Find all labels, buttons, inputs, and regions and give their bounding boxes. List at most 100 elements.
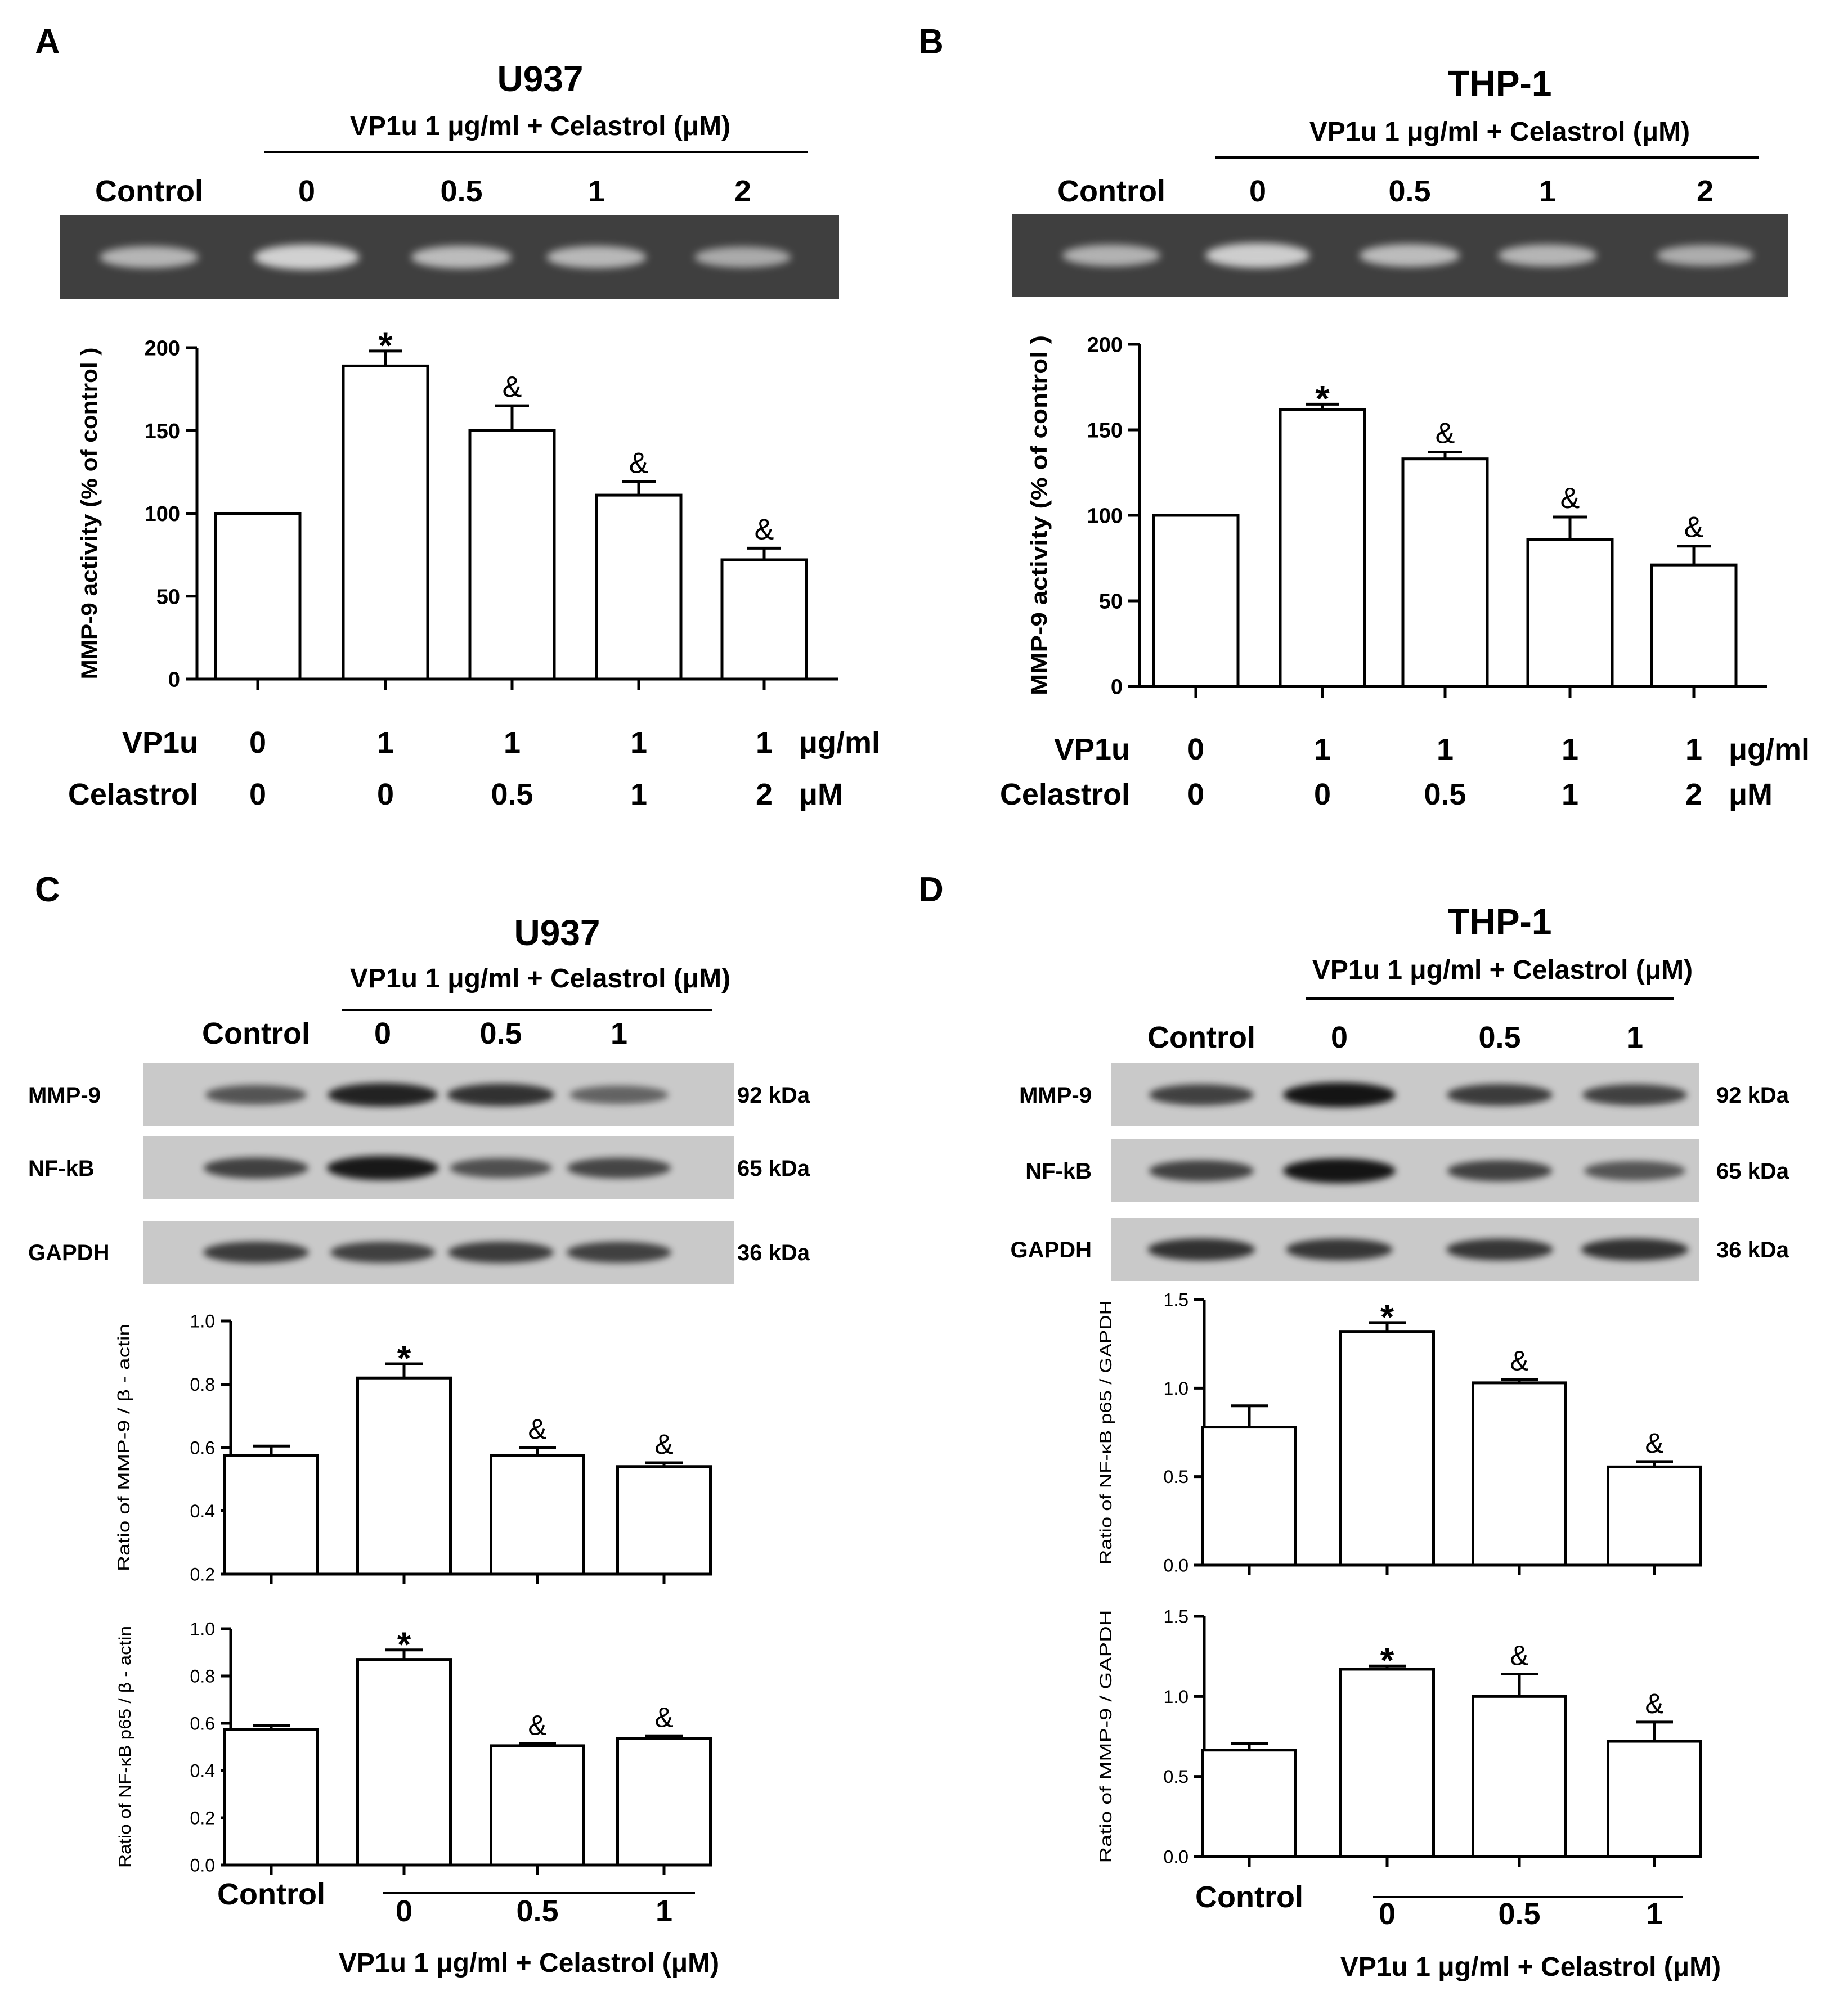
bar	[616, 1737, 712, 1867]
treatment-unit: μM	[799, 778, 843, 811]
treatment-value: 0	[249, 778, 266, 811]
significance-star: *	[397, 1338, 411, 1378]
bar	[356, 1376, 452, 1576]
y-axis-label: Ratio of MMP-9 / β - actin	[115, 1324, 133, 1571]
treatment-value: 1	[1314, 733, 1331, 766]
lane-label: 0	[1331, 1021, 1348, 1054]
lane-label: 1	[1539, 174, 1556, 208]
treatment-value: 1	[630, 778, 647, 811]
y-tick-label: 0.0	[1164, 1556, 1188, 1576]
y-tick-label: 0.2	[190, 1808, 215, 1828]
bar	[342, 364, 429, 681]
y-axis-label: Ratio of NF-κB p65 / GAPDH	[1097, 1300, 1115, 1565]
cell-line-title: U937	[514, 913, 600, 953]
y-axis-label: MMP-9 activity (% of control )	[1027, 335, 1052, 695]
treatment-header: VP1u 1 μg/ml + Celastrol (μM)	[1309, 117, 1690, 147]
significance-ampersand: &	[1510, 1639, 1528, 1671]
significance-ampersand: &	[1645, 1688, 1663, 1719]
lane-label: 1	[1626, 1021, 1643, 1054]
bar	[1201, 1749, 1297, 1858]
blot-size-label: 92 kDa	[1716, 1083, 1789, 1108]
treatment-row-label: Celastrol	[68, 778, 198, 811]
band	[447, 1084, 555, 1106]
treatment-value: 0	[1187, 778, 1204, 811]
cell-line-title: U937	[497, 59, 584, 99]
band	[1656, 245, 1754, 266]
lane-label: 2	[1697, 174, 1714, 208]
x-axis-dose-label: 0.5	[516, 1894, 558, 1928]
lane-label: 0.5	[440, 174, 482, 208]
lane-label: Control	[202, 1017, 310, 1050]
band	[328, 1083, 438, 1107]
treatment-header: VP1u 1 μg/ml + Celastrol (μM)	[350, 111, 730, 141]
band-group	[1149, 1082, 1688, 1107]
blot-protein-label: MMP-9	[28, 1083, 101, 1108]
significance-ampersand: &	[1684, 511, 1704, 544]
band	[330, 1242, 436, 1263]
treatment-unit: μg/ml	[1729, 733, 1810, 766]
y-tick-label: 0.0	[190, 1855, 215, 1876]
band-group	[100, 244, 791, 270]
bar	[490, 1454, 585, 1576]
treatment-row-label: Celastrol	[1000, 778, 1130, 811]
bar	[356, 1658, 452, 1867]
bar	[223, 1454, 319, 1576]
significance-ampersand: &	[503, 371, 522, 403]
band	[411, 245, 512, 269]
band	[1359, 244, 1460, 267]
band	[1446, 1238, 1553, 1261]
lane-label: Control	[1057, 174, 1165, 208]
y-tick-label: 1.5	[1164, 1290, 1188, 1310]
y-tick-label: 0.4	[190, 1501, 215, 1521]
x-axis-dose-label: 0.5	[1498, 1897, 1540, 1931]
band-group	[203, 1156, 671, 1180]
band	[546, 246, 647, 268]
bar	[1607, 1740, 1702, 1858]
band	[1447, 1160, 1553, 1181]
y-tick-label: 0.5	[1164, 1767, 1188, 1787]
band	[203, 1241, 309, 1264]
y-tick-label: 150	[145, 420, 180, 443]
y-tick-label: 200	[145, 337, 180, 361]
band-group	[205, 1083, 669, 1107]
band	[1283, 1082, 1396, 1107]
y-tick-label: 0	[168, 668, 180, 692]
y-tick-label: 0	[1111, 676, 1123, 699]
panel-letter: B	[918, 23, 944, 61]
lane-label: Control	[1147, 1021, 1255, 1054]
x-axis-dose-label: 0	[1379, 1897, 1396, 1931]
y-tick-label: 0.0	[1164, 1847, 1188, 1867]
bar	[1472, 1381, 1567, 1567]
band	[569, 1085, 669, 1104]
treatment-value: 0	[377, 778, 394, 811]
treatment-value: 0	[1187, 733, 1204, 766]
band	[1447, 1084, 1553, 1106]
bar	[1201, 1426, 1297, 1567]
y-tick-label: 1.5	[1164, 1607, 1188, 1627]
treatment-row-label: VP1u	[122, 726, 198, 760]
significance-star: *	[1380, 1297, 1394, 1337]
y-tick-label: 1.0	[190, 1311, 215, 1332]
lane-label: 1	[588, 174, 605, 208]
significance-star: *	[1315, 378, 1330, 419]
y-tick-label: 100	[145, 502, 180, 526]
blot-protein-label: MMP-9	[1019, 1083, 1092, 1108]
x-axis-dose-label: 1	[656, 1894, 672, 1928]
treatment-value: 1	[1562, 778, 1578, 811]
blot-protein-label: NF-kB	[28, 1156, 95, 1181]
y-tick-label: 50	[156, 585, 180, 609]
band	[1286, 1238, 1393, 1261]
bar	[616, 1465, 712, 1576]
lane-label: 0.5	[479, 1017, 522, 1050]
band	[203, 1157, 309, 1179]
y-tick-label: 0.8	[190, 1374, 215, 1395]
bar	[720, 558, 808, 681]
significance-star: *	[1380, 1641, 1394, 1681]
blot-size-label: 36 kDa	[1716, 1238, 1789, 1262]
band	[448, 1241, 554, 1264]
y-axis-label: MMP-9 activity (% of control )	[77, 348, 102, 680]
band	[694, 246, 791, 268]
treatment-header: VP1u 1 μg/ml + Celastrol (μM)	[350, 964, 730, 994]
treatment-value: 0.5	[491, 778, 533, 811]
bar	[1152, 514, 1240, 688]
